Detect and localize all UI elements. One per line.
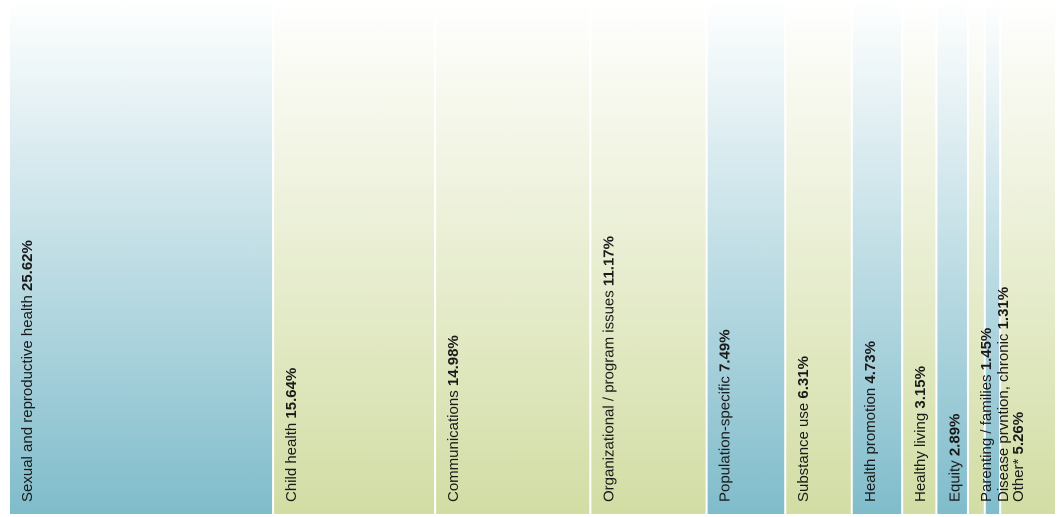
category-label: Other*: [1010, 454, 1027, 502]
bar-label-substance-use: Substance use 6.31%: [795, 356, 812, 502]
category-label: Parenting / families: [978, 370, 995, 502]
value-label: 11.17%: [600, 236, 617, 286]
bar-parenting-families: [968, 0, 984, 514]
bar-child-health: [274, 0, 435, 514]
category-label: Communications: [445, 386, 462, 502]
bar-label-other: Other* 5.26%: [1010, 412, 1027, 502]
value-label: 6.31%: [795, 356, 812, 399]
bar-label-equity: Equity 2.89%: [946, 414, 963, 502]
bar-equity: [937, 0, 967, 514]
bar-label-child-health: Child health 15.64%: [283, 368, 300, 502]
category-label: Healthy living: [912, 409, 929, 502]
category-label: Population-specific: [717, 372, 734, 502]
bars-group: [10, 0, 1055, 514]
bar-sexual-and-reproductive-health: [10, 0, 273, 514]
value-label: 2.89%: [946, 414, 963, 457]
bar-other: [1001, 0, 1055, 514]
category-label: Health promotion: [862, 384, 879, 502]
category-label: Organizational / program issues: [600, 286, 617, 502]
bar-label-sexual-and-reproductive-health: Sexual and reproductive health 25.62%: [19, 240, 36, 502]
value-label: 3.15%: [912, 366, 929, 409]
category-label: Substance use: [795, 399, 812, 502]
bar-label-disease-prvntion-chronic: Disease prvntion, chronic 1.31%: [995, 287, 1012, 502]
bar-label-parenting-families: Parenting / families 1.45%: [978, 328, 995, 502]
bar-label-population-specific: Population-specific 7.49%: [717, 329, 734, 502]
value-label: 5.26%: [1010, 412, 1027, 455]
value-label: 14.98%: [445, 335, 462, 386]
value-label: 4.73%: [862, 341, 879, 384]
bar-communications: [436, 0, 590, 514]
bar-label-health-promotion: Health promotion 4.73%: [862, 341, 879, 502]
bar-organizational-program-issues: [591, 0, 706, 514]
bar-label-healthy-living: Healthy living 3.15%: [912, 366, 929, 502]
bar-label-organizational-program-issues: Organizational / program issues 11.17%: [600, 236, 617, 502]
bar-label-communications: Communications 14.98%: [445, 335, 462, 502]
value-label: 25.62%: [19, 240, 36, 291]
category-label: Equity: [946, 456, 963, 502]
bar-health-promotion: [852, 0, 902, 514]
category-label: Disease prvntion, chronic: [995, 329, 1012, 502]
category-label: Sexual and reproductive health: [19, 291, 36, 502]
bar-substance-use: [786, 0, 851, 514]
bar-population-specific: [707, 0, 785, 514]
bar-disease-prvntion-chronic: [985, 0, 1000, 514]
category-label: Child health: [283, 419, 300, 502]
bar-healthy-living: [903, 0, 936, 514]
labels-group: Sexual and reproductive health 25.62% Chi…: [19, 236, 1027, 502]
value-label: 15.64%: [283, 368, 300, 419]
value-label: 7.49%: [717, 329, 734, 372]
value-label: 1.31%: [995, 287, 1012, 330]
value-label: 1.45%: [978, 328, 995, 371]
